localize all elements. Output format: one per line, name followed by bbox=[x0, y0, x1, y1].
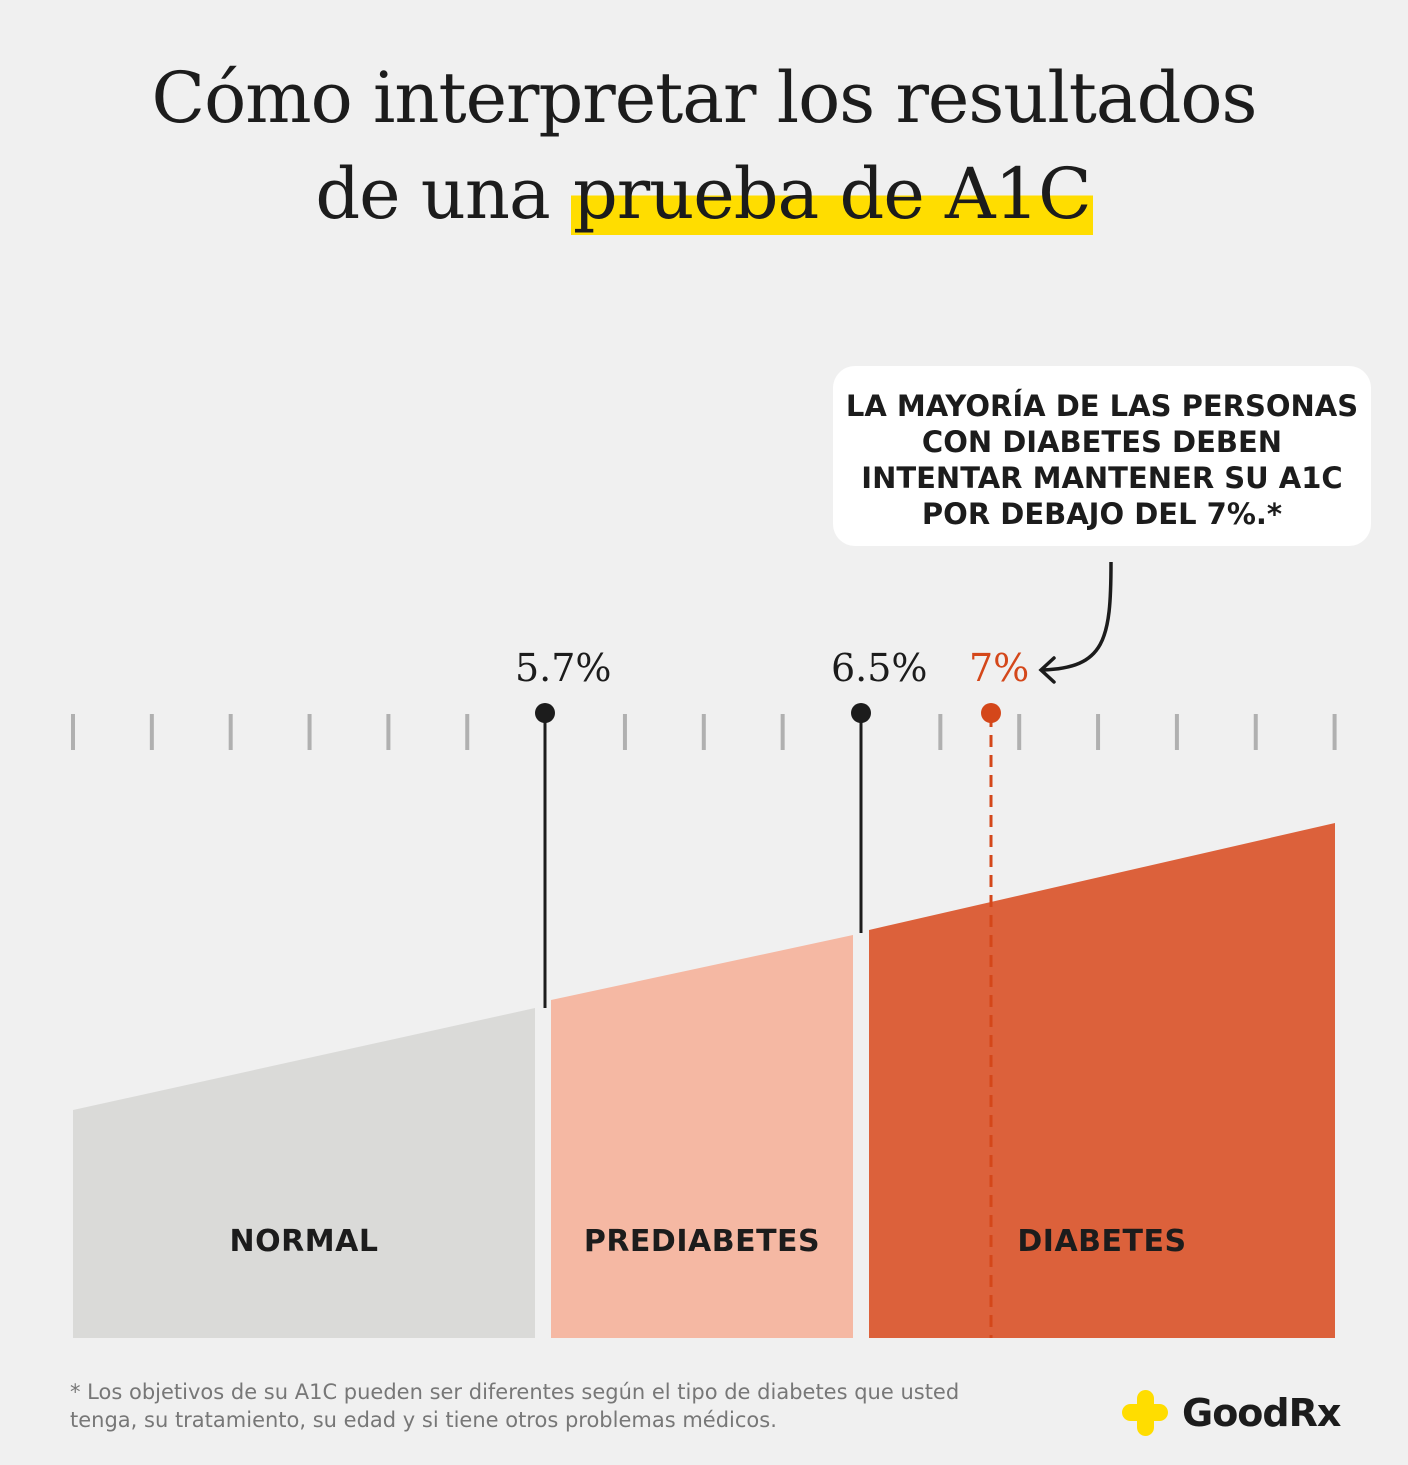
arrow-head-icon bbox=[1038, 656, 1056, 684]
title-highlight: prueba de A1C bbox=[570, 153, 1093, 235]
logo-text: GoodRx bbox=[1182, 1391, 1341, 1435]
footnote: * Los objetivos de su A1C pueden ser dif… bbox=[70, 1380, 960, 1432]
segment-prediabetes bbox=[551, 935, 853, 1338]
segment-normal bbox=[73, 1008, 535, 1338]
segment-label-diabetes: DIABETES bbox=[1017, 1224, 1187, 1259]
marker-dot-7 bbox=[981, 703, 1001, 723]
marker-dot-6-5 bbox=[851, 703, 871, 723]
segment-diabetes bbox=[869, 823, 1335, 1338]
page-title: Cómo interpretar los resultados de una p… bbox=[0, 50, 1408, 242]
goodrx-logo: GoodRx bbox=[1122, 1390, 1341, 1436]
title-plain: de una bbox=[315, 153, 571, 235]
title-line-1: Cómo interpretar los resultados bbox=[151, 57, 1258, 139]
arrow-line bbox=[1041, 561, 1113, 672]
title-line-2: de una prueba de A1C bbox=[0, 146, 1408, 242]
goodrx-plus-icon bbox=[1122, 1390, 1168, 1436]
marker-label-5-7: 5.7% bbox=[515, 646, 612, 690]
marker-dot-5-7 bbox=[535, 703, 555, 723]
callout-box: LA MAYORÍA DE LAS PERSONAS CON DIABETES … bbox=[833, 366, 1371, 546]
segment-label-prediabetes: PREDIABETES bbox=[583, 1224, 821, 1259]
marker-label-6-5: 6.5% bbox=[831, 646, 928, 690]
marker-label-7: 7% bbox=[969, 646, 1030, 690]
segment-label-normal: NORMAL bbox=[229, 1224, 379, 1259]
